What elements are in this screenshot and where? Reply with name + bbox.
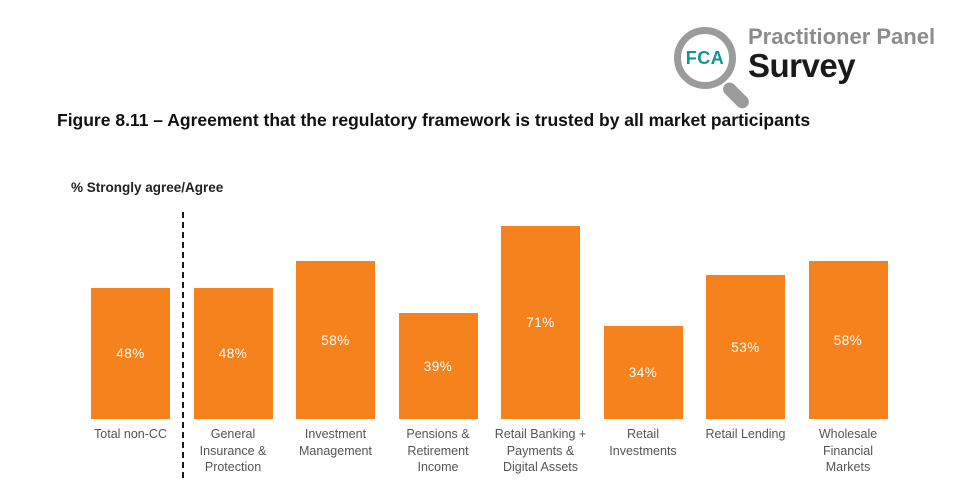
magnifier-ring (674, 27, 736, 89)
bar-8: 58% (808, 261, 888, 419)
total-separator-dashed-line (182, 212, 184, 478)
bar-value-label: 58% (833, 332, 863, 348)
figure-title: Figure 8.11 – Agreement that the regulat… (57, 110, 811, 130)
bar-value-label: 39% (423, 358, 453, 374)
category-label: Total non-CC (94, 427, 167, 441)
y-axis-label: % Strongly agree/Agree (71, 180, 224, 195)
bar-value-label: 34% (628, 365, 658, 380)
bar-value-label: 48% (218, 346, 248, 361)
category-label: Retail Lending (705, 427, 786, 441)
category-label: General Insurance & Protection (199, 427, 267, 474)
category-label: Investment Management (299, 427, 372, 458)
logo-practitioner-panel-text: Practitioner Panel (748, 24, 936, 49)
bar-4: 39% (398, 313, 478, 419)
bar-value-label: 48% (116, 346, 145, 361)
category-label: Pensions & Retirement Income (406, 427, 470, 474)
logo-survey-text: Survey (748, 47, 856, 84)
bar-value-label: 58% (321, 332, 350, 348)
magnifier-icon: FCA (674, 27, 752, 112)
bar-2: 48% (193, 288, 273, 419)
bar-value-label: 71% (526, 315, 555, 330)
bar-3: 58% (296, 261, 375, 419)
bar-1: 48% (91, 288, 170, 419)
bar-7: 53% (706, 275, 785, 419)
category-label: Retail Investments (609, 427, 677, 458)
category-label: Retail Banking + Payments & Digital Asse… (494, 427, 587, 474)
logo-wordmark: Practitioner Panel Survey (748, 24, 935, 84)
bar-6: 34% (603, 326, 683, 419)
fca-logo-text: FCA (685, 47, 725, 68)
bar-value-label: 53% (731, 339, 760, 355)
category-label: Wholesale Financial Markets (818, 427, 878, 474)
bar-5: 71% (501, 226, 580, 419)
